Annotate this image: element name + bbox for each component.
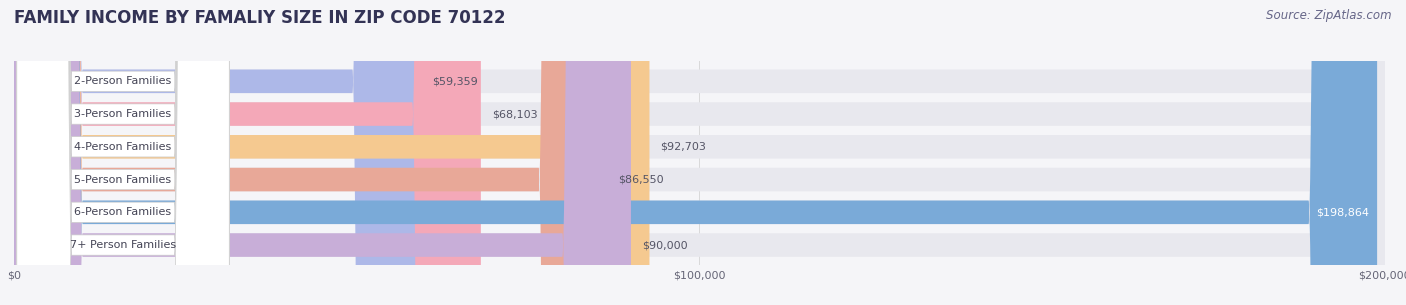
- Text: 3-Person Families: 3-Person Families: [75, 109, 172, 119]
- Text: 7+ Person Families: 7+ Person Families: [70, 240, 176, 250]
- FancyBboxPatch shape: [14, 0, 481, 305]
- FancyBboxPatch shape: [14, 0, 1376, 305]
- Text: $86,550: $86,550: [619, 174, 664, 185]
- FancyBboxPatch shape: [14, 0, 420, 305]
- Text: Source: ZipAtlas.com: Source: ZipAtlas.com: [1267, 9, 1392, 22]
- FancyBboxPatch shape: [14, 0, 1385, 305]
- Text: 2-Person Families: 2-Person Families: [75, 76, 172, 86]
- FancyBboxPatch shape: [17, 0, 229, 305]
- FancyBboxPatch shape: [17, 0, 229, 305]
- FancyBboxPatch shape: [14, 0, 1385, 305]
- FancyBboxPatch shape: [17, 0, 229, 305]
- Text: $59,359: $59,359: [432, 76, 478, 86]
- Text: 5-Person Families: 5-Person Families: [75, 174, 172, 185]
- FancyBboxPatch shape: [14, 0, 1385, 305]
- Text: $198,864: $198,864: [1316, 207, 1369, 217]
- FancyBboxPatch shape: [14, 0, 607, 305]
- Text: $90,000: $90,000: [643, 240, 688, 250]
- Text: FAMILY INCOME BY FAMALIY SIZE IN ZIP CODE 70122: FAMILY INCOME BY FAMALIY SIZE IN ZIP COD…: [14, 9, 506, 27]
- FancyBboxPatch shape: [14, 0, 1385, 305]
- Text: 6-Person Families: 6-Person Families: [75, 207, 172, 217]
- FancyBboxPatch shape: [14, 0, 650, 305]
- Text: 4-Person Families: 4-Person Families: [75, 142, 172, 152]
- FancyBboxPatch shape: [14, 0, 631, 305]
- FancyBboxPatch shape: [17, 0, 229, 305]
- FancyBboxPatch shape: [14, 0, 1385, 305]
- FancyBboxPatch shape: [17, 0, 229, 305]
- FancyBboxPatch shape: [17, 0, 229, 305]
- FancyBboxPatch shape: [14, 0, 1385, 305]
- Text: $92,703: $92,703: [661, 142, 706, 152]
- Text: $68,103: $68,103: [492, 109, 537, 119]
